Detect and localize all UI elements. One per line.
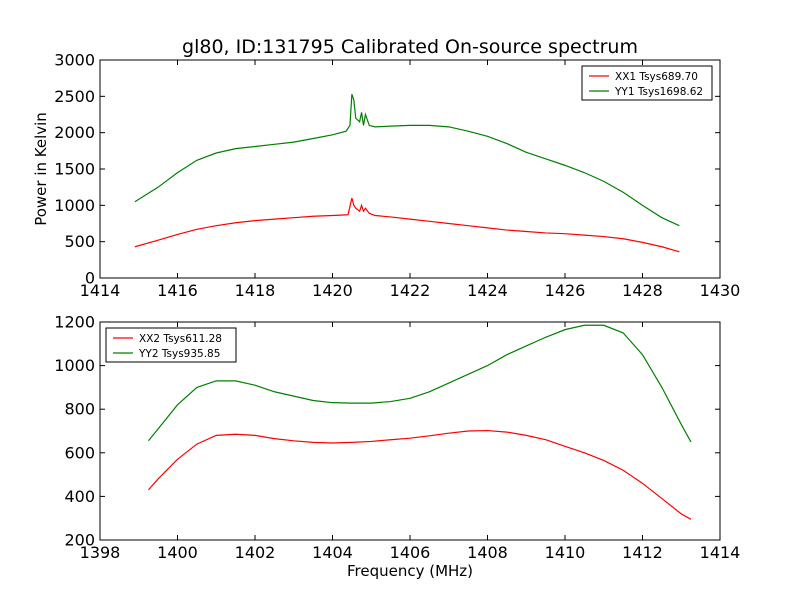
bottom-x-tick-label: 1400 bbox=[157, 543, 198, 562]
top-x-tick-label: 1428 bbox=[622, 281, 663, 300]
bottom-legend-box bbox=[105, 327, 237, 363]
bottom-y-tick-label: 400 bbox=[64, 487, 95, 506]
top-x-tick-label: 1424 bbox=[467, 281, 508, 300]
top-y-tick-label: 1500 bbox=[54, 160, 95, 179]
top-y-tick-label: 2500 bbox=[54, 87, 95, 106]
bottom-series-line-0 bbox=[147, 429, 692, 520]
top-plot: 1414 1416 1418 1420 1422 1424 1426 1428 1430 0 500… bbox=[32, 51, 740, 301]
bottom-x-tick-label: 1412 bbox=[622, 543, 663, 562]
top-y-axis-label: Power in Kelvin bbox=[32, 112, 50, 226]
bottom-x-tick-label: 1406 bbox=[390, 543, 431, 562]
top-x-tick-label: 1414 bbox=[80, 281, 121, 300]
chart-title: gl80, ID:131795 Calibrated On-source spe… bbox=[182, 36, 638, 58]
bottom-x-tick-label: 1410 bbox=[545, 543, 586, 562]
top-x-tick-label: 1430 bbox=[700, 281, 741, 300]
bottom-legend-entry: XX2 Tsys611.28 bbox=[139, 333, 222, 345]
top-series-line-1 bbox=[134, 93, 680, 227]
bottom-series-line-1 bbox=[147, 324, 692, 443]
bottom-plot: 1398 1400 1402 1404 1406 1408 1410 1412 1414 200 4… bbox=[54, 313, 740, 581]
top-x-tick-label: 1416 bbox=[157, 281, 198, 300]
top-legend-box bbox=[581, 65, 713, 101]
bottom-y-tick-label: 1000 bbox=[54, 356, 95, 375]
bottom-x-tick-label: 1408 bbox=[467, 543, 508, 562]
top-x-tick-label: 1426 bbox=[545, 281, 586, 300]
bottom-y-tick-label: 1200 bbox=[54, 313, 95, 332]
top-series-line-0 bbox=[134, 197, 680, 253]
bottom-x-tick-label: 1404 bbox=[312, 543, 353, 562]
top-legend-entry: YY1 Tsys1698.62 bbox=[614, 86, 703, 98]
top-y-tick-label: 1000 bbox=[54, 196, 95, 215]
top-y-tick-label: 3000 bbox=[54, 51, 95, 70]
bottom-y-tick-label: 600 bbox=[64, 443, 95, 462]
bottom-legend-entry: YY2 Tsys935.85 bbox=[138, 348, 220, 360]
top-x-tick-label: 1420 bbox=[312, 281, 353, 300]
top-y-tick-label: 0 bbox=[85, 269, 95, 288]
bottom-x-tick-label: 1402 bbox=[235, 543, 276, 562]
bottom-x-tick-label: 1414 bbox=[700, 543, 741, 562]
top-legend-entry: XX1 Tsys689.70 bbox=[615, 71, 698, 83]
top-x-tick-label: 1418 bbox=[235, 281, 276, 300]
bottom-x-axis-label: Frequency (MHz) bbox=[347, 562, 473, 580]
top-legend: XX1 Tsys689.70 YY1 Tsys1698.62 bbox=[581, 65, 713, 101]
top-y-tick-label: 2000 bbox=[54, 123, 95, 142]
top-y-tick-label: 500 bbox=[64, 232, 95, 251]
bottom-legend: XX2 Tsys611.28 YY2 Tsys935.85 bbox=[105, 327, 237, 363]
bottom-y-tick-label: 200 bbox=[64, 531, 95, 550]
top-x-tick-label: 1422 bbox=[390, 281, 431, 300]
bottom-x-tick-label: 1398 bbox=[80, 543, 121, 562]
bottom-y-tick-label: 800 bbox=[64, 400, 95, 419]
